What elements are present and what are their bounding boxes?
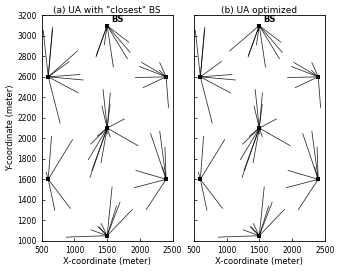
X-axis label: X-coordinate (meter): X-coordinate (meter) bbox=[215, 257, 303, 267]
Title: (b) UA optimized: (b) UA optimized bbox=[221, 5, 298, 15]
Y-axis label: Y-coordinate (meter): Y-coordinate (meter) bbox=[5, 85, 15, 171]
X-axis label: X-coordinate (meter): X-coordinate (meter) bbox=[63, 257, 151, 267]
Text: BS: BS bbox=[111, 14, 123, 24]
Text: BS: BS bbox=[263, 14, 276, 24]
Title: (a) UA with "closest" BS: (a) UA with "closest" BS bbox=[53, 5, 161, 15]
